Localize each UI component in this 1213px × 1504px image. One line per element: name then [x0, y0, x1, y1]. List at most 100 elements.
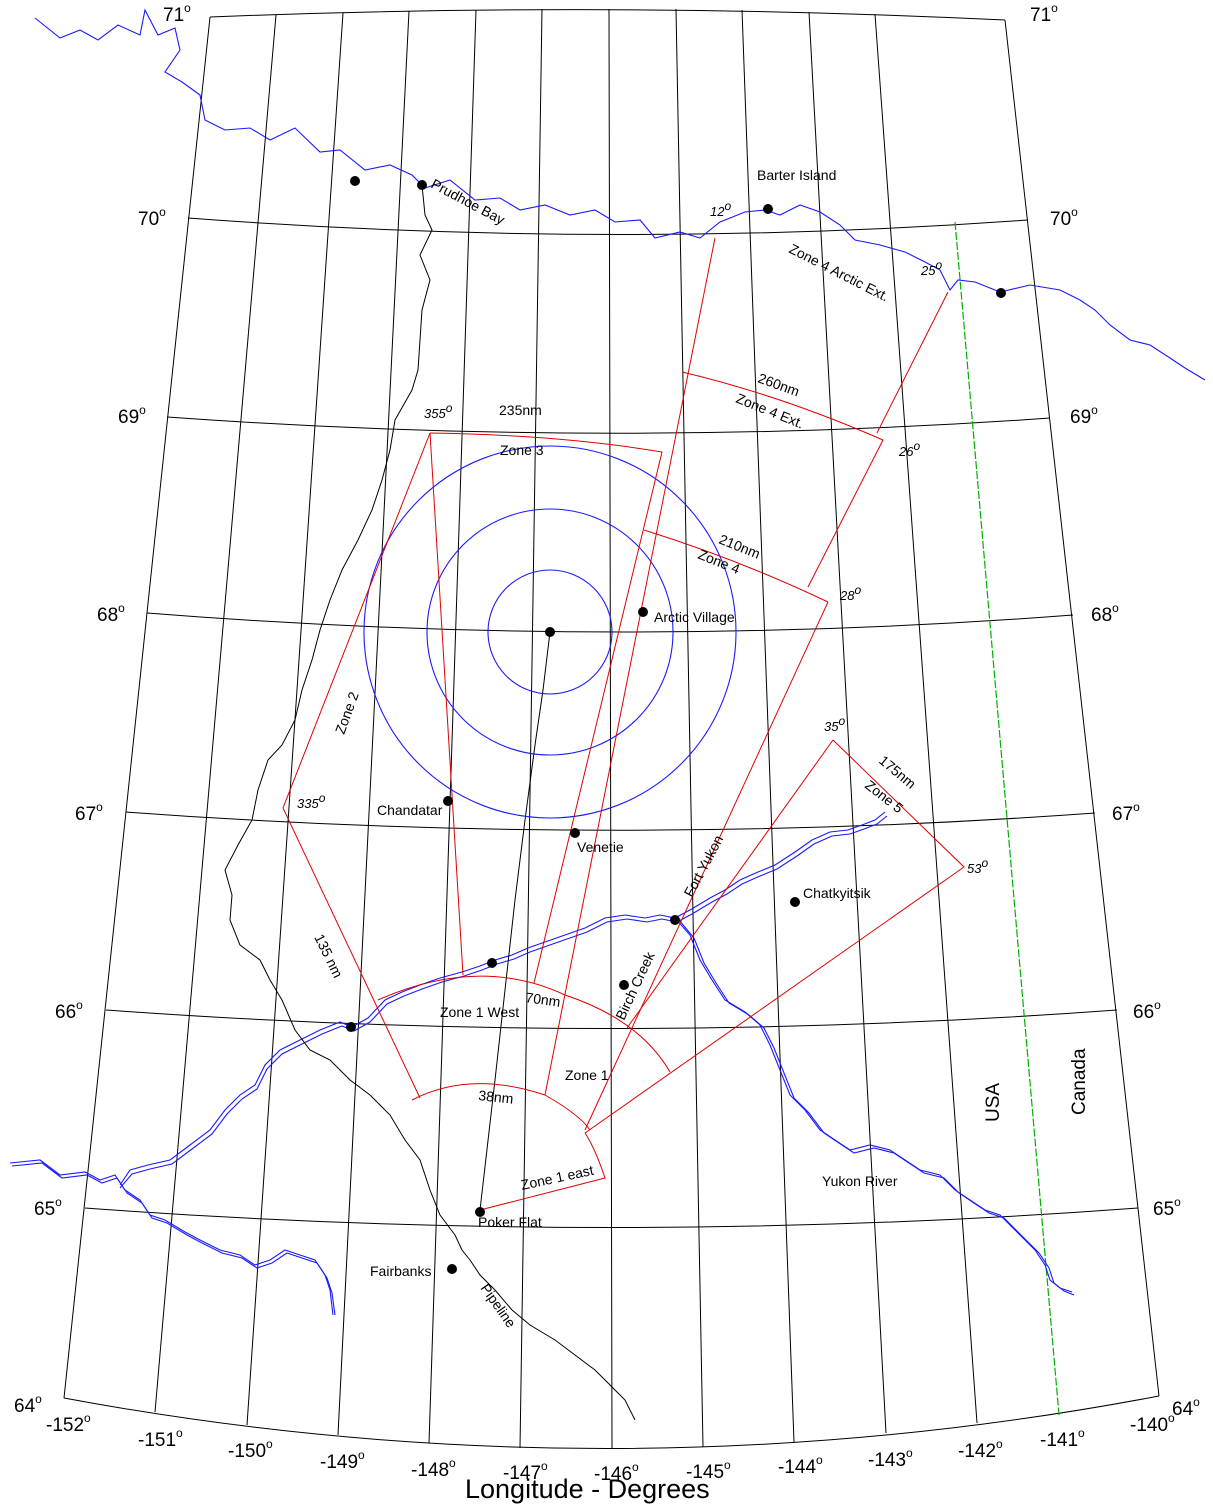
label-usa: USA — [983, 1083, 1004, 1122]
zone-4-arc — [643, 529, 829, 603]
meridian-140 — [1004, 19, 1160, 1397]
lon-141: -141o — [1040, 1426, 1085, 1451]
label-fairbanks: Fairbanks — [370, 1263, 431, 1279]
place-markers — [346, 176, 1006, 1274]
bearing-35: 35o — [824, 714, 845, 734]
longitude-labels: -152o -151o -150o -149o -148o -147o -146… — [46, 1411, 1175, 1485]
lat-67-right: 67o — [1112, 800, 1140, 825]
bearing-53: 53o — [967, 856, 988, 876]
lat-67-left: 67o — [75, 800, 103, 825]
lon-151: -151o — [138, 1426, 183, 1451]
zone-labels: Zone 1 Zone 1 West Zone 1 east Zone 2 Zo… — [332, 240, 907, 1193]
label-70nm: 70nm — [525, 989, 562, 1010]
bearing-labels: 12o 25o 26o 28o 35o 53o 335o 355o — [297, 199, 988, 876]
us-canada-border — [954, 221, 1060, 1416]
place-labels: Prudhoe Bay Barter Island Arctic Village… — [370, 167, 1090, 1331]
parallel-65 — [84, 1207, 1139, 1228]
marker-chandatar — [443, 796, 453, 806]
label-poker-flat: Poker Flat — [478, 1214, 542, 1230]
bearing-12: 12o — [710, 199, 731, 219]
bearing-335: 335o — [297, 791, 326, 811]
bearing-26: 26o — [898, 439, 920, 459]
range-centerline — [479, 631, 551, 1211]
marker-fort-yukon — [670, 915, 680, 925]
label-260nm: 260nm — [756, 370, 802, 400]
marker-stevens-village — [346, 1022, 356, 1032]
marker-beaver — [487, 958, 497, 968]
meridian-144 — [741, 9, 795, 1443]
zone-5 — [584, 739, 965, 1134]
label-235nm: 235nm — [499, 402, 542, 418]
latitude-labels-left: 71o 70o 69o 68o 67o 66o 65o 64o — [14, 1, 191, 1417]
marker-unnamed-west — [350, 176, 360, 186]
zone-1-west-arc — [377, 975, 671, 1073]
lat-64-right: 64o — [1172, 1395, 1200, 1420]
lon-152: -152o — [46, 1411, 91, 1436]
range-circles — [363, 445, 737, 819]
meridian-151 — [154, 14, 277, 1413]
lat-68-left: 68o — [97, 601, 125, 626]
marker-launch-point — [545, 627, 555, 637]
lon-145: -145o — [686, 1458, 731, 1483]
bearing-28: 28o — [839, 583, 861, 603]
lat-70-right: 70o — [1050, 205, 1078, 230]
label-38nm: 38nm — [478, 1087, 515, 1107]
meridian-145 — [675, 8, 704, 1448]
marker-barter-island — [763, 204, 773, 214]
lat-70-left: 70o — [138, 205, 166, 230]
parallel-69 — [166, 416, 1051, 434]
lat-71-right: 71o — [1030, 1, 1058, 26]
lat-71-left: 71o — [163, 1, 191, 26]
lat-69-right: 69o — [1070, 403, 1098, 428]
lat-68-right: 68o — [1091, 601, 1119, 626]
label-chatkyitsik: Chatkyitsik — [803, 885, 872, 901]
marker-poker-flat — [475, 1207, 485, 1217]
label-zone-1-east: Zone 1 east — [519, 1162, 595, 1193]
lat-66-right: 66o — [1133, 998, 1161, 1023]
meridian-149 — [337, 10, 410, 1436]
label-zone-2: Zone 2 — [332, 689, 362, 736]
label-barter-island: Barter Island — [757, 167, 836, 183]
marker-arctic-village — [638, 607, 648, 617]
meridian-143 — [808, 11, 887, 1434]
label-venetie: Venetie — [577, 839, 624, 855]
x-axis-title: Longitude - Degrees — [465, 1474, 710, 1504]
arctic-coastline — [34, 8, 1206, 381]
meridian-147 — [519, 8, 543, 1449]
lat-65-right: 65o — [1153, 1195, 1181, 1220]
lon-142: -142o — [958, 1437, 1003, 1462]
label-prudhoe-bay: Prudhoe Bay — [429, 176, 508, 228]
bearing-25: 25o — [920, 258, 942, 278]
zone-4-arctic-edge — [876, 291, 949, 434]
parallel-71 — [209, 9, 1006, 21]
marker-fairbanks — [447, 1264, 457, 1274]
bearing-355: 355o — [424, 401, 453, 421]
marker-birch-creek — [619, 980, 629, 990]
parallel-66 — [105, 1009, 1118, 1029]
label-zone-4-arctic-ext: Zone 4 Arctic Ext. — [787, 240, 892, 304]
lon-146: -146o — [594, 1460, 639, 1485]
lon-147: -147o — [503, 1459, 548, 1484]
label-fort-yukon: Fort Yukon — [681, 832, 727, 899]
label-135nm: 135 nm — [311, 931, 346, 980]
lon-150: -150o — [228, 1437, 273, 1462]
zone-2 — [282, 432, 431, 1099]
pipeline-road — [224, 184, 636, 1421]
zone-1-east — [479, 1132, 606, 1211]
lat-69-left: 69o — [118, 403, 146, 428]
marker-east-coast — [996, 288, 1006, 298]
zone-3-arc — [429, 432, 663, 453]
lat-64-left: 64o — [14, 1392, 42, 1417]
lat-66-left: 66o — [55, 998, 83, 1023]
yukon-river — [9, 811, 1075, 1316]
label-pipeline: Pipeline — [478, 1281, 520, 1331]
meridian-148 — [428, 9, 477, 1444]
lon-140: -140o — [1130, 1411, 1175, 1436]
meridian-142 — [874, 13, 978, 1424]
zone-4-ext-edge — [807, 439, 884, 588]
lat-65-left: 65o — [34, 1195, 62, 1220]
marker-chatkyitsik — [790, 897, 800, 907]
parallel-67 — [125, 811, 1096, 831]
marker-venetie — [570, 828, 580, 838]
